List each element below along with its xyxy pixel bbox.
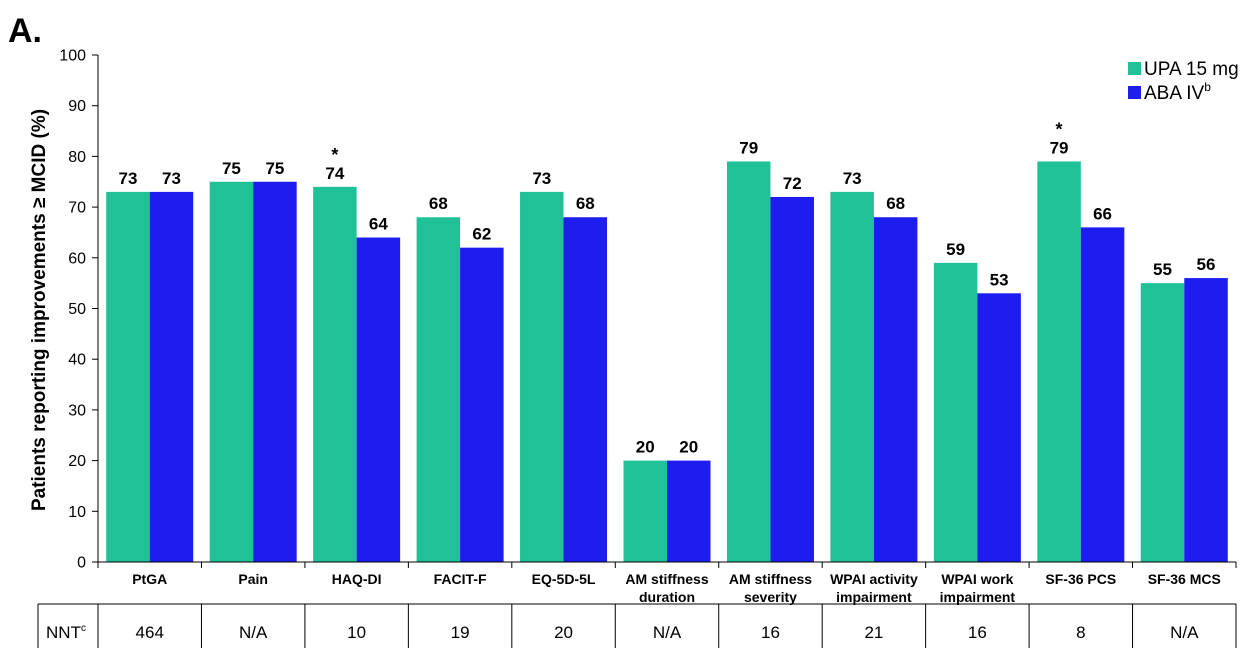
bar-upa <box>520 191 564 562</box>
bar-aba <box>149 191 194 562</box>
nnt-table: NNTc 464 N/A 10 19 20 N/A 16 21 16 8 N/A <box>37 603 1237 648</box>
bar-value-label: 73 <box>532 169 551 188</box>
x-tick-label: SF-36 PCS <box>1045 571 1116 587</box>
bar-value-label: 64 <box>369 215 388 234</box>
y-tick-label: 50 <box>68 301 86 318</box>
nnt-cell: N/A <box>1170 623 1199 642</box>
y-tick-label: 10 <box>68 504 86 521</box>
bar-aba <box>563 217 608 563</box>
bar-value-label: 55 <box>1153 260 1172 279</box>
legend-label: UPA 15 mg <box>1144 59 1239 80</box>
bar-value-label: 74 <box>325 164 344 183</box>
y-tick-label: 40 <box>68 352 86 369</box>
bar-value-label: 20 <box>679 438 698 457</box>
legend-swatch <box>1128 86 1141 99</box>
bar-value-label: 66 <box>1093 204 1112 223</box>
bar-upa <box>726 161 771 562</box>
bar-upa <box>1140 283 1185 562</box>
legend-swatch <box>1128 62 1141 75</box>
nnt-cell: 8 <box>1076 623 1085 642</box>
bar-value-label: 79 <box>1050 138 1069 157</box>
bar-aba <box>356 237 401 562</box>
x-tick-label: severity <box>744 589 797 605</box>
nnt-cell: 10 <box>347 623 366 642</box>
bar-value-label: 73 <box>843 169 862 188</box>
bar-value-label: 75 <box>265 159 284 178</box>
bar-value-label: 73 <box>119 169 138 188</box>
y-tick-label: 70 <box>68 200 86 217</box>
y-axis-label: Patients reporting improvements ≥ MCID (… <box>29 109 50 511</box>
y-tick-label: 20 <box>68 453 86 470</box>
significance-marker: * <box>1056 119 1063 139</box>
nnt-cell: 19 <box>451 623 470 642</box>
bar-upa <box>623 460 667 562</box>
bar-upa <box>209 181 254 562</box>
bar-aba <box>770 196 814 562</box>
x-tick-label: WPAI activity <box>830 571 918 587</box>
bar-aba <box>873 217 918 563</box>
nnt-cell: 20 <box>554 623 573 642</box>
bar-value-label: 73 <box>162 169 181 188</box>
y-tick-label: 100 <box>59 48 86 65</box>
bar-aba <box>1080 227 1125 562</box>
bar-value-label: 68 <box>576 194 595 213</box>
x-tick-label: duration <box>639 589 695 605</box>
x-tick-label: Pain <box>238 571 268 587</box>
panel-label: A. <box>8 12 42 50</box>
bar-upa <box>933 262 978 562</box>
bar-value-label: 56 <box>1197 255 1216 274</box>
bar-aba <box>667 460 711 562</box>
bar-aba <box>977 293 1021 562</box>
bar-upa <box>1037 161 1081 562</box>
x-tick-label: PtGA <box>132 571 167 587</box>
bar-value-label: 59 <box>946 240 965 259</box>
x-tick-label: impairment <box>940 589 1016 605</box>
bar-aba <box>460 247 504 562</box>
bar-upa <box>830 191 874 562</box>
legend-label: ABA IVb <box>1144 80 1211 104</box>
nnt-cell: N/A <box>653 623 682 642</box>
nnt-cell: 16 <box>968 623 987 642</box>
bar-aba <box>253 181 297 562</box>
bar-value-label: 68 <box>886 194 905 213</box>
x-tick-label: HAQ-DI <box>332 571 382 587</box>
x-tick-label: AM stiffness <box>625 571 708 587</box>
bar-value-label: 72 <box>783 174 802 193</box>
bar-value-label: 79 <box>739 138 758 157</box>
y-tick-label: 90 <box>68 98 86 115</box>
nnt-cell: 21 <box>864 623 883 642</box>
y-tick-label: 30 <box>68 402 86 419</box>
bar-value-label: 62 <box>472 225 491 244</box>
bar-value-label: 20 <box>636 438 655 457</box>
bar-value-label: 68 <box>429 194 448 213</box>
bar-upa <box>106 191 150 562</box>
x-tick-label: FACIT-F <box>434 571 487 587</box>
nnt-row-label: NNTc <box>46 623 86 642</box>
nnt-cell: 16 <box>761 623 780 642</box>
nnt-cell: N/A <box>239 623 268 642</box>
y-tick-label: 80 <box>68 149 86 166</box>
x-tick-label: AM stiffness <box>729 571 812 587</box>
y-tick-label: 60 <box>68 250 86 267</box>
y-tick-label: 0 <box>77 555 86 572</box>
significance-marker: * <box>331 145 338 165</box>
x-tick-label: WPAI work <box>941 571 1013 587</box>
bar-aba <box>1184 278 1228 562</box>
x-tick-label: SF-36 MCS <box>1148 571 1221 587</box>
nnt-cell: 464 <box>136 623 164 642</box>
bar-value-label: 75 <box>222 159 241 178</box>
bar-upa <box>416 217 461 563</box>
bar-value-label: 53 <box>990 270 1009 289</box>
bar-upa <box>313 186 357 562</box>
x-tick-label: EQ-5D-5L <box>532 571 596 587</box>
x-tick-label: impairment <box>836 589 912 605</box>
